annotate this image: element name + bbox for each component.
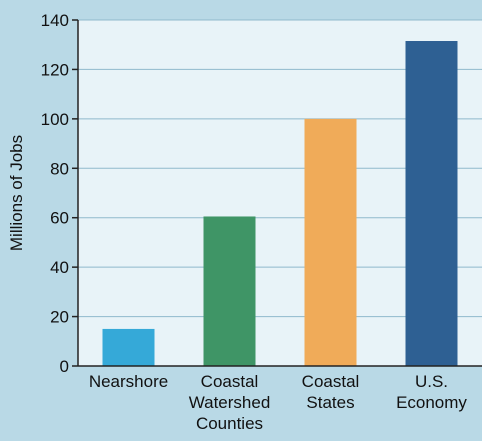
bar	[203, 216, 256, 366]
bar	[102, 328, 155, 366]
y-tick-label: 80	[50, 159, 69, 178]
axes	[72, 19, 482, 367]
bars	[102, 41, 458, 366]
bar	[304, 118, 357, 366]
y-tick-label: 20	[50, 308, 69, 327]
bar	[405, 41, 458, 366]
x-category-label: Coastal States	[302, 372, 360, 412]
y-tick-label: 140	[41, 11, 69, 30]
y-tick-label: 40	[50, 258, 69, 277]
y-tick-label: 100	[41, 110, 69, 129]
y-tick-label: 60	[50, 209, 69, 228]
x-category-labels: Nearshore Coastal Watershed Counties Coastal…	[89, 372, 468, 433]
y-axis-title: Millions of Jobs	[7, 135, 26, 251]
y-tick-label: 0	[60, 357, 69, 376]
x-category-label: Nearshore	[89, 372, 168, 391]
x-category-label: Coastal Watershed Counties	[189, 372, 271, 433]
x-category-label: U.S. Economy	[396, 372, 467, 412]
y-tick-label: 120	[41, 60, 69, 79]
y-tick-labels: 0 20 40 60 80 100 120 140	[41, 11, 69, 376]
